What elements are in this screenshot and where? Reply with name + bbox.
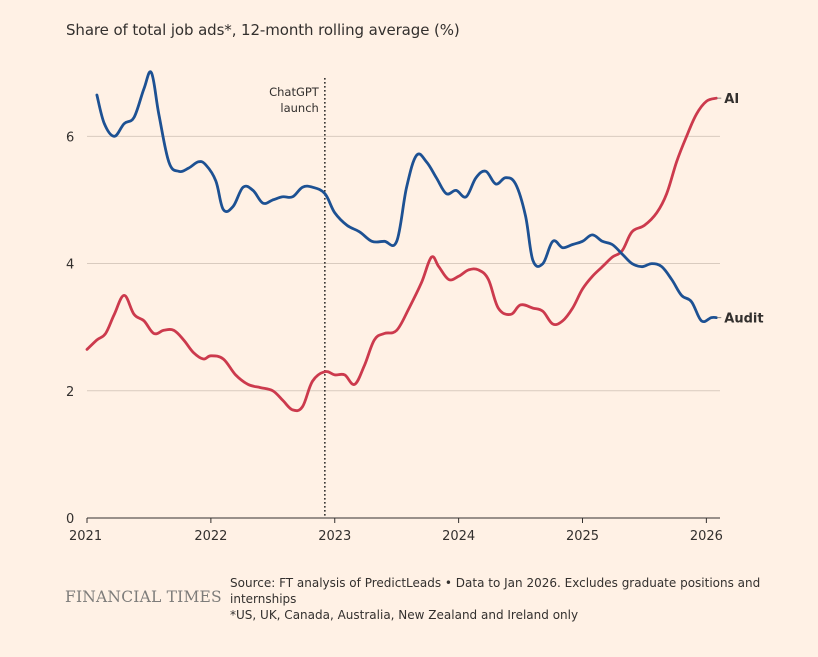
tick-labels: 0 2 4 6 2021 2022 2023 2024 2025 2026 AI Audit — [66, 92, 764, 544]
x-tick-label: 2023 — [318, 529, 351, 544]
series-lines — [85, 70, 722, 413]
series-label-ai: AI — [724, 92, 739, 107]
x-tick-label: 2026 — [690, 529, 723, 544]
series-line-ai — [85, 96, 718, 413]
x-axis — [86, 517, 720, 523]
x-tick-label: 2022 — [194, 529, 227, 544]
y-tick-label: 2 — [66, 385, 74, 400]
footer-notes: Source: FT analysis of PredictLeads • Da… — [230, 575, 770, 623]
source-note: Source: FT analysis of PredictLeads • Da… — [230, 576, 761, 606]
ft-logo-text: FINANCIAL TIMES — [65, 588, 222, 606]
chart-subtitle: Share of total job ads*, 12-month rollin… — [66, 21, 460, 39]
x-tick-label: 2025 — [566, 529, 599, 544]
gridlines — [87, 135, 720, 392]
series-line-audit — [95, 70, 718, 324]
chatgpt-launch-label: launch — [280, 101, 318, 115]
x-tick-label: 2021 — [69, 529, 102, 544]
x-tick-label: 2024 — [442, 529, 475, 544]
series-label-audit: Audit — [724, 312, 763, 327]
y-tick-label: 6 — [66, 130, 74, 145]
chatgpt-annotation: ChatGPT launch — [269, 78, 326, 518]
y-tick-label: 0 — [66, 512, 74, 527]
chatgpt-launch-label: ChatGPT — [269, 85, 320, 99]
footnote: *US, UK, Canada, Australia, New Zealand … — [230, 608, 579, 622]
y-tick-label: 4 — [66, 258, 74, 273]
